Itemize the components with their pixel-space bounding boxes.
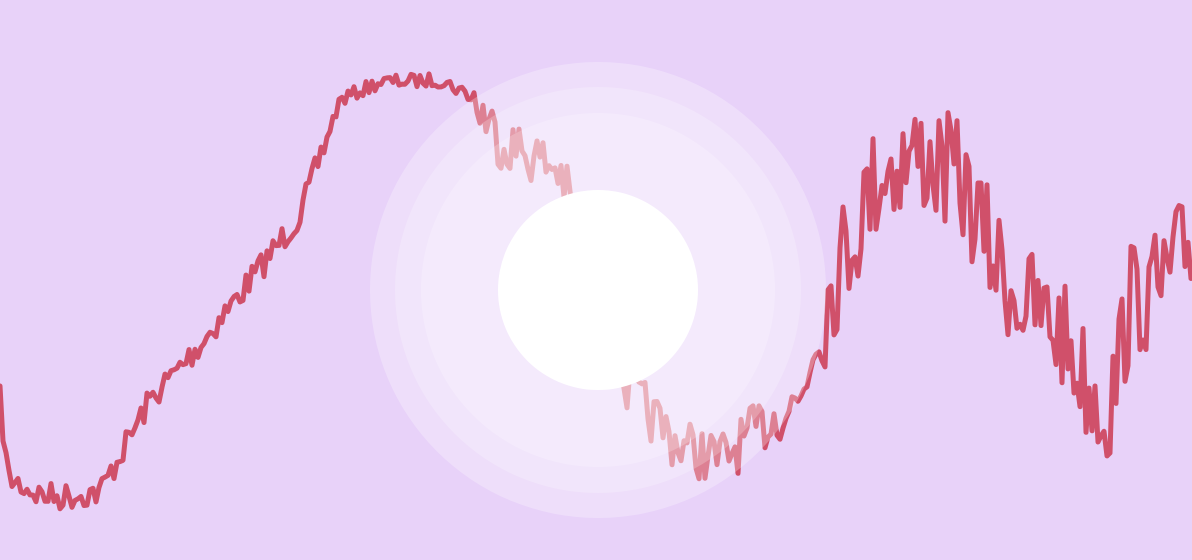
white-disc: [498, 190, 698, 390]
